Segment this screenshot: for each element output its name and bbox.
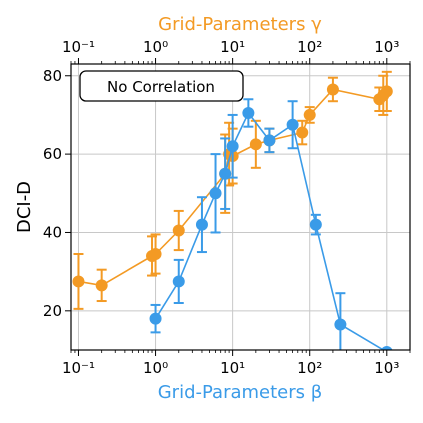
data-point <box>149 248 162 261</box>
y-tick-label: 20 <box>43 302 62 320</box>
data-point <box>303 108 316 121</box>
data-point <box>242 106 255 119</box>
bottom-x-tick-label: 10¹ <box>220 359 245 377</box>
data-point <box>249 138 262 151</box>
bottom-x-tick-label: 10³ <box>374 359 399 377</box>
bottom-axis-title: Grid-Parameters β <box>158 382 323 403</box>
top-axis-title: Grid-Parameters γ <box>158 14 322 35</box>
bottom-x-tick-label: 10² <box>297 359 322 377</box>
top-x-tick-label: 10³ <box>374 38 399 56</box>
data-point <box>309 218 322 231</box>
data-point <box>195 218 208 231</box>
data-point <box>95 279 108 292</box>
bottom-x-tick-label: 10⁰ <box>143 359 168 377</box>
data-point <box>334 318 347 331</box>
data-point <box>226 140 239 153</box>
data-point <box>326 83 339 96</box>
top-x-tick-label: 10⁰ <box>143 38 168 56</box>
top-x-tick-label: 10² <box>297 38 322 56</box>
top-x-tick-label: 10¹ <box>220 38 245 56</box>
y-tick-label: 40 <box>43 223 62 241</box>
annotation-text: No Correlation <box>107 78 215 96</box>
data-point <box>296 126 309 139</box>
series-bottom-axis <box>149 98 393 350</box>
y-axis-title: DCI-D <box>14 181 35 233</box>
data-point <box>286 118 299 131</box>
series-top-axis <box>72 70 393 310</box>
data-point <box>172 275 185 288</box>
annotation-box: No Correlation <box>79 70 244 102</box>
plot-frame <box>70 63 411 351</box>
data-point <box>172 224 185 237</box>
data-point <box>72 275 85 288</box>
data-point <box>149 312 162 325</box>
series-layer <box>72 70 393 350</box>
bottom-x-tick-label: 10⁻¹ <box>62 359 95 377</box>
axis-ticks: 10⁻¹ 10⁰ 10¹ 10² 10³ 10⁻¹ 10⁰ 10¹ 10² 10³ 20 40 60 80 <box>43 38 411 377</box>
data-point <box>381 345 393 350</box>
top-x-tick-label: 10⁻¹ <box>62 38 95 56</box>
y-tick-label: 60 <box>43 145 62 163</box>
data-point <box>380 85 393 98</box>
y-tick-label: 80 <box>43 67 62 85</box>
series-line <box>154 111 385 350</box>
data-point <box>209 187 222 200</box>
data-point <box>263 134 276 147</box>
